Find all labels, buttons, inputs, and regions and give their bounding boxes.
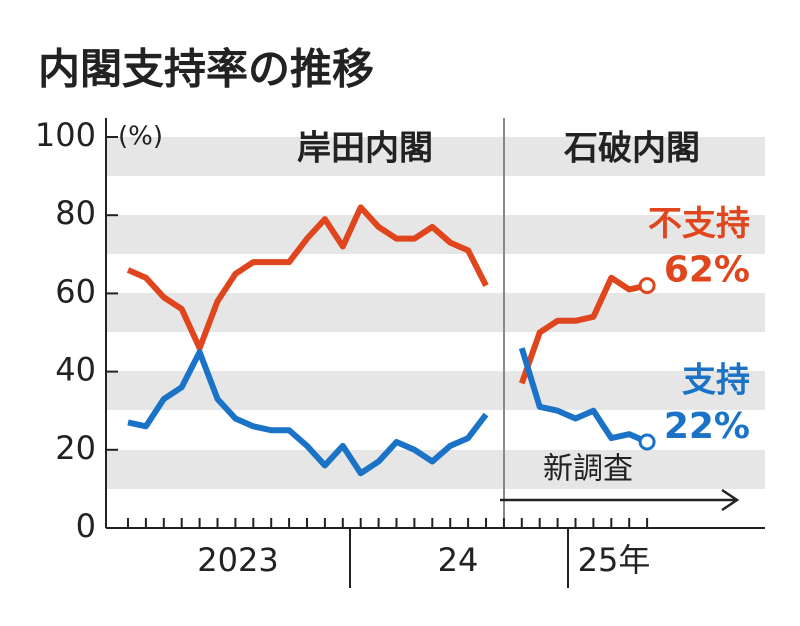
x-label: 24 <box>438 541 479 579</box>
y-unit: (%) <box>118 122 163 152</box>
x-label: 2023 <box>197 541 278 579</box>
band <box>106 137 765 176</box>
data-label: 22% <box>664 406 750 447</box>
y-tick-label: 80 <box>55 194 96 232</box>
annotation: 新調査 <box>543 452 633 487</box>
band <box>106 215 765 254</box>
band <box>106 371 765 410</box>
series-line <box>126 204 648 385</box>
arrow-head <box>721 488 740 512</box>
y-tick-label: 40 <box>55 351 96 389</box>
y-tick-label: 0 <box>76 507 96 545</box>
y-tick-label: 100 <box>35 116 96 154</box>
series-line <box>127 347 649 477</box>
x-label: 25年 <box>578 541 651 579</box>
period-label: 石破内閣 <box>563 129 700 169</box>
y-tick-label: 20 <box>55 429 96 467</box>
legend-label: 支持 <box>682 360 750 400</box>
end-marker <box>638 277 656 295</box>
y-tick-label: 60 <box>55 272 96 310</box>
data-label: 62% <box>664 250 750 291</box>
legend-label: 不支持 <box>648 204 750 244</box>
chart-title: 内閣支持率の推移 <box>38 45 374 94</box>
period-label: 岸田内閣 <box>297 129 433 169</box>
end-marker <box>638 433 656 451</box>
